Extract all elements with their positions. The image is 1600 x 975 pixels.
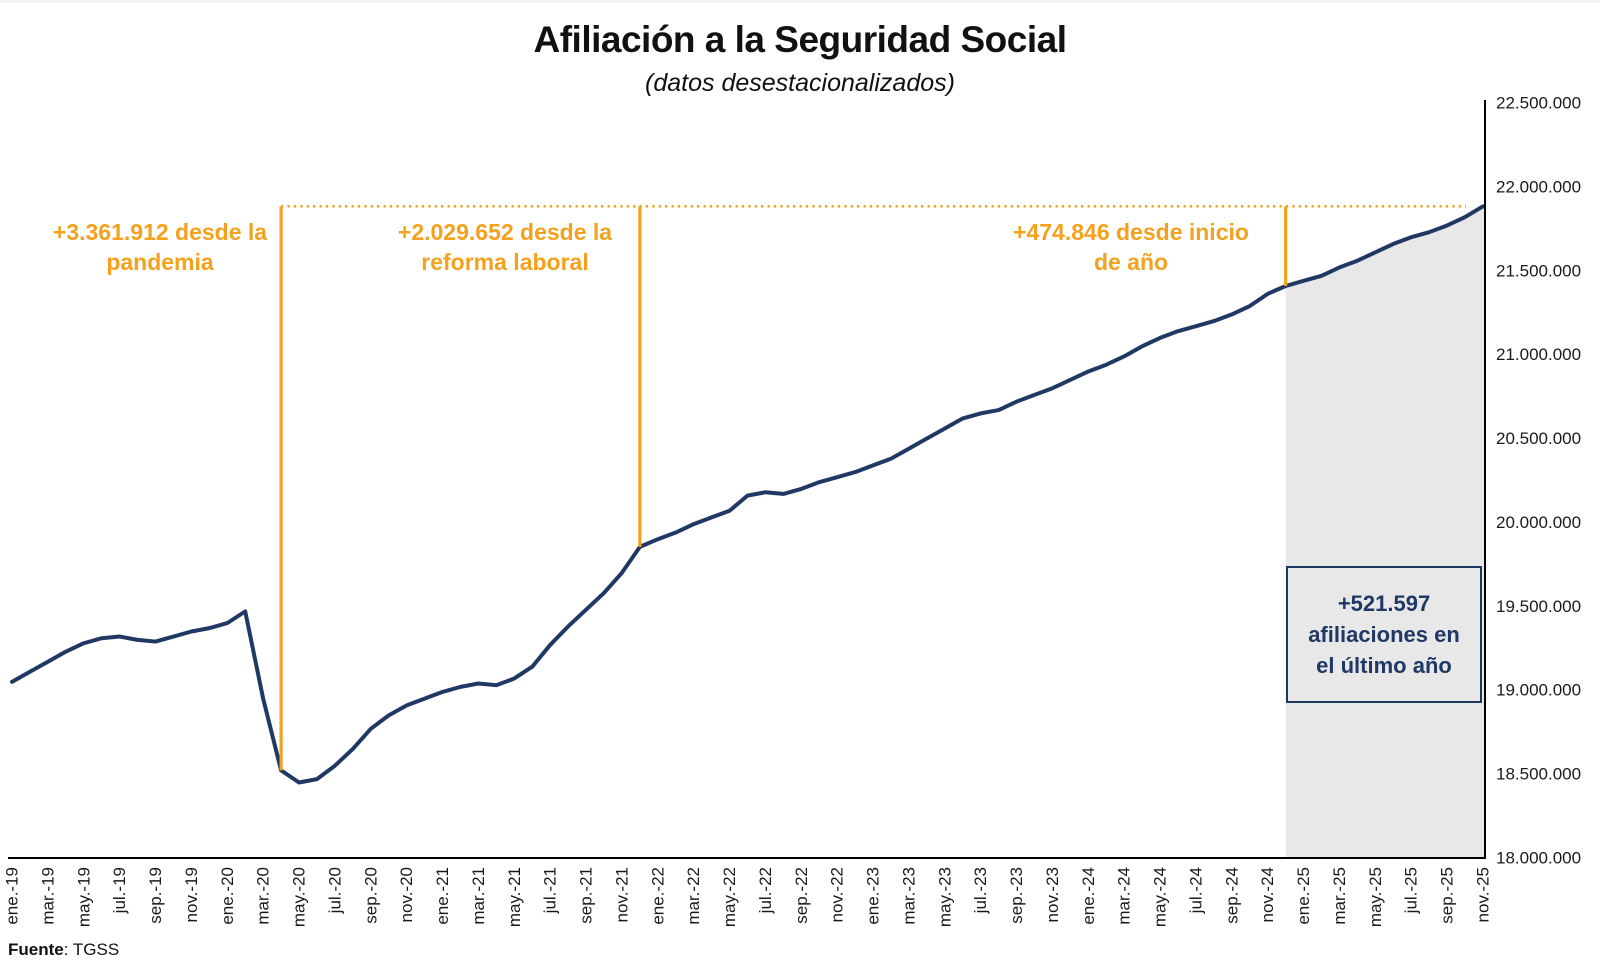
affiliation-series-line — [10, 204, 1485, 785]
annotation-pandemic-line1: +3.361.912 desde la — [52, 219, 268, 245]
annotation-reform-line2: reforma laboral — [421, 249, 589, 275]
x-tick-label: ene.-25 — [1294, 867, 1313, 925]
annotation-year-to-date: +474.846 desde inicio de año — [986, 217, 1276, 277]
y-tick-label: 20.000.000 — [1496, 513, 1581, 532]
annotation-pandemic-line2: pandemia — [106, 249, 214, 275]
y-axis-tick-labels: 22.500.000 22.000.000 21.500.000 21.000.000… — [1496, 94, 1581, 868]
x-tick-label: may.-21 — [505, 867, 524, 927]
y-tick-label: 21.000.000 — [1496, 345, 1581, 364]
y-tick-label: 21.500.000 — [1496, 261, 1581, 280]
x-tick-label: jul.-21 — [541, 867, 560, 914]
x-tick-label: nov.-21 — [612, 867, 631, 922]
x-tick-label: sep.-20 — [361, 867, 380, 924]
y-tick-label: 19.000.000 — [1496, 681, 1581, 700]
x-tick-label: nov.-22 — [828, 867, 847, 922]
x-tick-label: sep.-22 — [792, 867, 811, 924]
y-tick-label: 20.500.000 — [1496, 429, 1581, 448]
x-tick-label: ene.-20 — [218, 867, 237, 925]
y-tick-label: 19.500.000 — [1496, 597, 1581, 616]
x-tick-label: mar.-24 — [1115, 867, 1134, 925]
annotation-year-to-date-line1: +474.846 desde inicio — [1013, 219, 1249, 245]
x-tick-label: jul.-22 — [756, 867, 775, 914]
x-tick-label: sep.-25 — [1438, 867, 1457, 924]
x-tick-label: may.-25 — [1366, 867, 1385, 927]
x-tick-label: may.-23 — [935, 867, 954, 927]
page-title: Afiliación a la Seguridad Social — [533, 19, 1067, 60]
x-tick-label: mar.-25 — [1330, 867, 1349, 925]
y-tick-label: 18.500.000 — [1496, 765, 1581, 784]
source-note: Fuente: TGSS — [8, 940, 119, 960]
annotation-last-year-line2: afiliaciones en — [1308, 622, 1460, 647]
x-tick-label: jul.-24 — [1186, 867, 1205, 914]
x-tick-label: sep.-21 — [577, 867, 596, 924]
x-tick-label: ene.-21 — [433, 867, 452, 925]
x-tick-label: mar.-21 — [469, 867, 488, 925]
annotation-year-to-date-line2: de año — [1093, 249, 1169, 275]
x-tick-label: sep.-19 — [146, 867, 165, 924]
annotation-reform: +2.029.652 desde la reforma laboral — [360, 217, 650, 277]
annotation-pandemic: +3.361.912 desde la pandemia — [15, 217, 305, 277]
x-tick-label: sep.-24 — [1222, 867, 1241, 924]
x-tick-label: nov.-25 — [1474, 867, 1493, 922]
x-tick-label: jul.-20 — [325, 867, 344, 914]
x-tick-label: may.-22 — [720, 867, 739, 927]
x-tick-label: ene.-23 — [864, 867, 883, 925]
x-tick-label: jul.-19 — [110, 867, 129, 914]
y-tick-label: 18.000.000 — [1496, 849, 1581, 868]
x-tick-label: sep.-23 — [1007, 867, 1026, 924]
x-tick-label: ene.-19 — [3, 867, 22, 925]
affiliation-line-chart: 22.500.000 22.000.000 21.500.000 21.000.000… — [3, 94, 1582, 928]
x-tick-label: nov.-23 — [1043, 867, 1062, 922]
source-note-value: : TGSS — [63, 940, 120, 959]
x-tick-label: may.-24 — [1151, 867, 1170, 927]
x-tick-label: may.-20 — [290, 867, 309, 927]
x-tick-label: nov.-19 — [182, 867, 201, 922]
x-tick-label: jul.-25 — [1402, 867, 1421, 914]
x-tick-label: nov.-24 — [1258, 867, 1277, 922]
source-note-label: Fuente — [8, 940, 64, 959]
y-tick-label: 22.000.000 — [1496, 177, 1581, 196]
y-tick-label: 22.500.000 — [1496, 94, 1581, 113]
page-subtitle: (datos desestacionalizados) — [645, 69, 955, 97]
annotation-last-year-line3: el último año — [1316, 653, 1452, 678]
annotation-last-year-box: +521.597 afiliaciones en el último año — [1286, 566, 1482, 703]
last-year-shaded-band — [1285, 206, 1485, 859]
x-tick-label: ene.-22 — [648, 867, 667, 925]
x-tick-label: nov.-20 — [397, 867, 416, 922]
x-tick-label: mar.-22 — [684, 867, 703, 925]
x-tick-label: may.-19 — [74, 867, 93, 927]
annotation-last-year-line1: +521.597 — [1337, 591, 1431, 616]
x-tick-label: mar.-20 — [254, 867, 273, 925]
x-tick-label: mar.-23 — [899, 867, 918, 925]
x-tick-label: mar.-19 — [38, 867, 57, 925]
annotation-reform-line1: +2.029.652 desde la — [397, 219, 613, 245]
x-tick-label: jul.-23 — [971, 867, 990, 914]
x-tick-label: ene.-24 — [1079, 867, 1098, 925]
x-axis-tick-labels: ene.-19 mar.-19 may.-19 jul.-19 sep.-19 nov.-… — [3, 867, 1493, 927]
